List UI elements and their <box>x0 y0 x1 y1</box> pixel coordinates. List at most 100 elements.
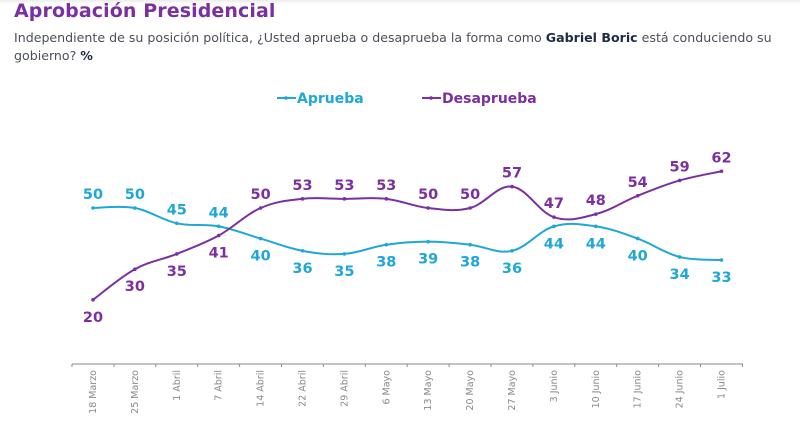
data-label-desaprueba: 41 <box>209 246 229 262</box>
data-point-aprueba <box>91 206 95 210</box>
data-point-desaprueba <box>300 197 305 201</box>
data-label-aprueba: 38 <box>460 255 480 271</box>
data-label-desaprueba: 48 <box>586 193 606 209</box>
data-point-desaprueba <box>258 206 263 210</box>
data-point-aprueba <box>258 236 263 241</box>
legend-item-desaprueba: Desaprueba <box>422 91 537 107</box>
data-point-aprueba <box>510 249 514 253</box>
data-point-desaprueba <box>342 197 347 201</box>
x-tick-label: 20 Mayo <box>465 370 476 411</box>
x-tick-label: 1 Abril <box>172 370 183 401</box>
data-label-aprueba: 44 <box>586 236 606 252</box>
data-label-aprueba: 45 <box>167 202 187 218</box>
series-line-desaprueba <box>92 170 722 301</box>
data-label-aprueba: 50 <box>83 187 103 203</box>
series-line-aprueba <box>92 205 722 262</box>
chart-subtitle: Independiente de su posición política, ¿… <box>14 29 784 65</box>
data-point-desaprueba <box>175 252 179 256</box>
data-label-desaprueba: 53 <box>292 178 312 194</box>
data-label-desaprueba: 30 <box>125 279 145 295</box>
subtitle-text-2: está conduciendo su gobierno? <box>14 30 772 63</box>
series-group <box>91 169 724 302</box>
data-labels: 50 50 45 44 40 36 35 38 39 38 36 44 44 40 34 33 20 30 35 41… <box>83 150 732 326</box>
x-tick-label: 18 Marzo <box>88 370 99 414</box>
data-point-aprueba <box>133 206 137 210</box>
x-tick-label: 1 Julio <box>717 370 728 399</box>
data-label-aprueba: 36 <box>502 261 522 277</box>
x-tick-label: 25 Marzo <box>130 370 141 414</box>
data-point-aprueba <box>216 224 221 229</box>
subtitle-text-1: Independiente de su posición política, ¿… <box>14 30 546 45</box>
data-label-aprueba: 35 <box>334 264 354 280</box>
data-point-aprueba <box>175 221 179 226</box>
data-label-desaprueba: 50 <box>418 187 438 203</box>
data-label-desaprueba: 50 <box>460 187 480 203</box>
data-label-aprueba: 44 <box>209 205 229 221</box>
data-label-aprueba: 38 <box>376 255 396 271</box>
data-point-desaprueba <box>426 206 431 210</box>
data-label-aprueba: 36 <box>292 261 312 277</box>
data-point-desaprueba <box>635 193 640 198</box>
x-tick-label: 3 Junio <box>549 370 560 403</box>
data-label-desaprueba: 20 <box>83 310 103 326</box>
data-point-desaprueba <box>510 184 514 189</box>
x-axis: 18 Marzo 25 Marzo 1 Abril 7 Abril 14 Abril 22… <box>71 363 743 414</box>
x-tick-label: 24 Junio <box>675 370 686 409</box>
legend-marker-aprueba <box>284 96 288 100</box>
data-label-desaprueba: 53 <box>376 178 396 194</box>
data-label-aprueba: 40 <box>628 249 648 265</box>
data-point-aprueba <box>468 242 472 247</box>
data-point-aprueba <box>426 239 431 244</box>
data-point-desaprueba <box>133 267 137 272</box>
x-tick-label: 10 Junio <box>591 370 602 409</box>
legend-label-desaprueba: Desaprueba <box>442 91 537 107</box>
data-label-desaprueba: 54 <box>628 175 648 191</box>
data-point-desaprueba <box>719 169 724 174</box>
data-point-desaprueba <box>91 298 95 302</box>
x-tick-label: 29 Abril <box>339 370 350 407</box>
top-shade <box>0 0 800 4</box>
data-point-desaprueba <box>216 233 221 238</box>
data-point-aprueba <box>300 249 305 253</box>
data-point-desaprueba <box>552 215 556 219</box>
data-label-aprueba: 50 <box>125 187 145 203</box>
data-point-aprueba <box>552 224 556 229</box>
chart-title: Aprobación Presidencial <box>14 0 276 22</box>
data-label-aprueba: 33 <box>711 270 731 286</box>
subtitle-unit: % <box>80 48 93 63</box>
x-tick-label: 17 Junio <box>633 370 644 409</box>
data-label-desaprueba: 50 <box>251 187 271 203</box>
legend-item-aprueba: Aprueba <box>277 91 364 107</box>
data-label-desaprueba: 62 <box>711 150 731 166</box>
data-label-aprueba: 40 <box>251 249 271 265</box>
data-label-desaprueba: 47 <box>544 196 564 212</box>
data-point-aprueba <box>594 224 598 229</box>
data-point-aprueba <box>384 242 389 247</box>
data-label-desaprueba: 59 <box>670 159 690 175</box>
data-point-aprueba <box>635 236 640 241</box>
subtitle-president-name: Gabriel Boric <box>545 30 638 45</box>
data-point-desaprueba <box>677 178 682 183</box>
chart-legend: Aprueba Desaprueba <box>277 91 537 107</box>
legend-marker-desaprueba <box>429 96 433 100</box>
data-point-desaprueba <box>594 212 598 216</box>
data-point-aprueba <box>342 252 347 256</box>
data-point-desaprueba <box>384 197 389 201</box>
x-tick-label: 13 Mayo <box>423 370 434 411</box>
data-label-aprueba: 39 <box>418 252 438 268</box>
data-label-aprueba: 34 <box>670 267 690 283</box>
data-point-aprueba <box>719 258 724 262</box>
data-label-desaprueba: 53 <box>334 178 354 194</box>
x-tick-label: 27 Mayo <box>507 370 518 411</box>
x-tick-label: 14 Abril <box>256 370 267 407</box>
data-label-desaprueba: 35 <box>167 264 187 280</box>
legend-label-aprueba: Aprueba <box>297 91 364 107</box>
x-tick-label: 6 Mayo <box>381 370 392 405</box>
data-label-desaprueba: 57 <box>502 166 522 182</box>
data-point-aprueba <box>677 255 682 259</box>
data-point-desaprueba <box>468 206 472 210</box>
x-tick-label: 22 Abril <box>298 370 309 407</box>
data-label-aprueba: 44 <box>544 236 564 252</box>
x-tick-label: 7 Abril <box>214 370 225 401</box>
